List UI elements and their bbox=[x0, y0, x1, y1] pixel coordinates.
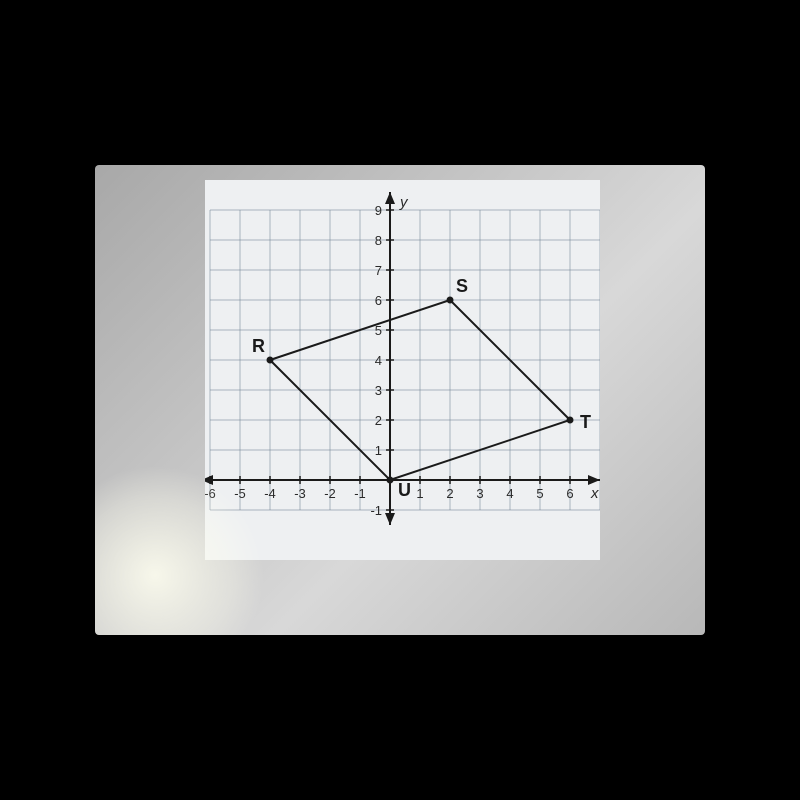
svg-text:3: 3 bbox=[375, 383, 382, 398]
svg-text:x: x bbox=[590, 485, 599, 502]
svg-text:4: 4 bbox=[506, 486, 513, 501]
svg-text:-4: -4 bbox=[264, 486, 276, 501]
svg-text:-2: -2 bbox=[324, 486, 336, 501]
svg-text:-3: -3 bbox=[294, 486, 306, 501]
svg-text:1: 1 bbox=[375, 443, 382, 458]
svg-text:-6: -6 bbox=[205, 486, 216, 501]
svg-text:6: 6 bbox=[566, 486, 573, 501]
svg-text:-1: -1 bbox=[354, 486, 366, 501]
svg-text:5: 5 bbox=[536, 486, 543, 501]
svg-text:U: U bbox=[398, 480, 411, 500]
photo-background: -6-5-4-3-2-1123456123456789-1 RSTUxy bbox=[95, 165, 705, 635]
svg-text:T: T bbox=[580, 412, 591, 432]
svg-text:6: 6 bbox=[375, 293, 382, 308]
svg-text:7: 7 bbox=[375, 263, 382, 278]
chart-area: -6-5-4-3-2-1123456123456789-1 RSTUxy bbox=[205, 180, 600, 560]
svg-text:9: 9 bbox=[375, 203, 382, 218]
svg-text:y: y bbox=[399, 194, 409, 211]
svg-text:1: 1 bbox=[416, 486, 423, 501]
svg-text:3: 3 bbox=[476, 486, 483, 501]
svg-text:4: 4 bbox=[375, 353, 382, 368]
svg-text:2: 2 bbox=[446, 486, 453, 501]
svg-text:R: R bbox=[252, 336, 265, 356]
svg-text:-1: -1 bbox=[370, 503, 382, 518]
coordinate-plane-svg: -6-5-4-3-2-1123456123456789-1 RSTUxy bbox=[205, 180, 600, 560]
svg-text:-5: -5 bbox=[234, 486, 246, 501]
svg-text:8: 8 bbox=[375, 233, 382, 248]
svg-text:S: S bbox=[456, 276, 468, 296]
svg-text:2: 2 bbox=[375, 413, 382, 428]
